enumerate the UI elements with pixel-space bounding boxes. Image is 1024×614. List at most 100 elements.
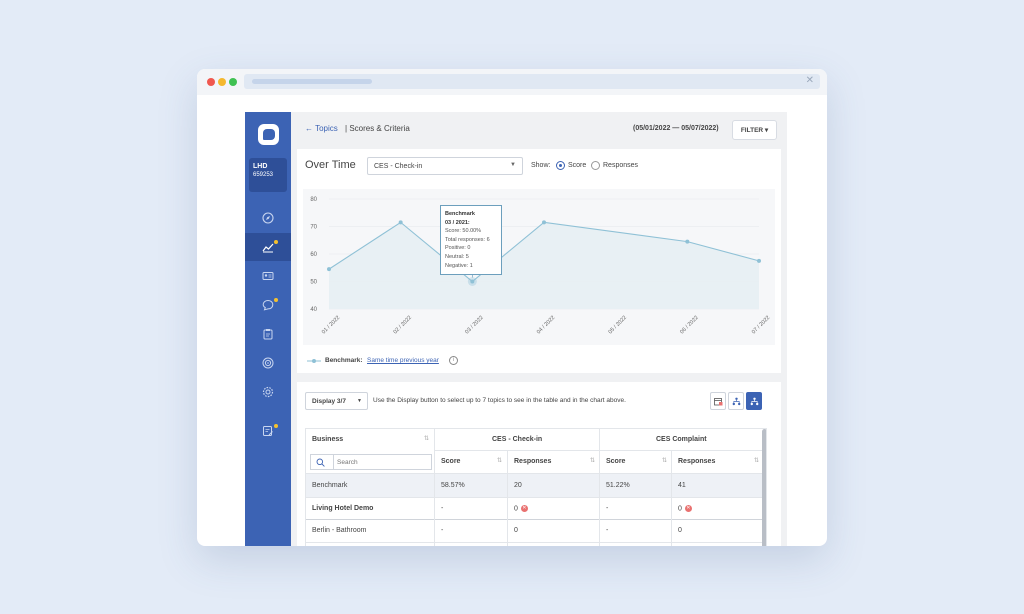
responses-header[interactable]: Responses [514,458,552,465]
notification-dot [274,240,278,244]
tooltip-line: Negative: 1 [445,262,473,269]
line-chart-svg: 80 70 60 50 40 01 / 2022 02 / 2022 03 / 2022 04 … [310,197,771,335]
hierarchy-icon [732,397,740,405]
cell-responses: 0 [678,527,682,534]
business-header[interactable]: Business [312,436,344,443]
row-name[interactable]: Living Hotel Demo [312,505,374,512]
over-time-title: Over Time [305,159,356,171]
data-point [685,239,690,244]
tooltip-line: Neutral: 5 [445,253,469,260]
gear-icon [262,386,274,398]
show-label: Show: [531,162,551,169]
maximize-window-button[interactable] [229,78,237,86]
x-tick-label: 01 / 2022 [321,315,341,335]
cell-responses-value: 0 [678,505,682,513]
nav-goals[interactable] [245,349,291,377]
nav-explore[interactable] [245,204,291,232]
divider [507,451,508,546]
search-field[interactable] [310,454,432,470]
sort-icon[interactable]: ⇅ [424,436,430,442]
sort-icon[interactable]: ⇅ [590,458,596,464]
nav-profiles[interactable] [245,262,291,290]
account-name: LHD [253,163,268,170]
table-panel: Display 3/7 ▼ Use the Display button to … [297,382,781,546]
nav-analytics[interactable] [245,233,291,261]
cell-score: - [606,505,609,512]
responses-radio[interactable] [591,161,600,170]
x-tick-label: 06 / 2022 [679,315,699,335]
topic-select[interactable]: CES - Check-in ▼ [367,157,523,175]
table-scrollbar[interactable] [762,429,766,546]
divider [434,429,435,546]
score-header[interactable]: Score [606,458,626,465]
address-bar[interactable]: ✕ [244,74,820,89]
caret-down-icon: ▼ [357,398,362,404]
display-button[interactable]: Display 3/7 ▼ [305,392,368,410]
chat-icon [262,299,274,311]
x-tick-label: 04 / 2022 [536,315,556,335]
cell-score: 51.22% [606,482,630,489]
info-icon[interactable]: i [449,356,458,365]
sort-icon[interactable]: ⇅ [662,458,668,464]
close-window-button[interactable] [207,78,215,86]
main-content: ← Topics | Scores & Criteria (05/01/2022… [291,112,787,546]
nav-settings[interactable] [245,378,291,406]
id-card-icon [262,272,274,280]
line-chart: 80 70 60 50 40 01 / 2022 02 / 2022 03 / 2022 04 … [303,189,775,345]
address-placeholder [252,79,372,84]
y-tick-label: 80 [310,197,317,203]
filter-label: FILTER [740,126,764,134]
hierarchy-view-button[interactable] [728,392,744,410]
data-point [398,220,403,225]
export-button[interactable] [710,392,726,410]
nav-tasks[interactable] [245,320,291,348]
error-icon: ✕ [684,505,692,512]
score-radio[interactable] [556,161,565,170]
data-point [757,258,761,263]
sort-icon[interactable]: ⇅ [754,458,760,464]
divider [671,451,672,546]
account-id: 659253 [253,172,274,178]
chart-tooltip: Benchmark 03 / 2021: Score: 50.00% Total… [440,205,502,275]
cell-responses-value: 0 [514,505,518,513]
score-header[interactable]: Score [441,458,461,465]
series-area [329,222,759,309]
hierarchy-view-selected-button[interactable] [746,392,762,410]
search-input[interactable] [337,457,427,467]
breadcrumb-current-label: Scores & Criteria [349,124,410,133]
error-icon: ✕ [520,505,528,512]
data-point [327,267,331,272]
display-hint: Use the Display button to select up to 7… [373,397,626,404]
sort-icon[interactable]: ⇅ [497,458,503,464]
account-card[interactable]: LHD 659253 [249,158,287,192]
sidebar: LHD 659253 [245,112,291,546]
notification-dot [274,424,278,428]
y-tick-label: 50 [310,280,317,286]
responses-header[interactable]: Responses [678,458,716,465]
y-tick-label: 70 [310,225,317,231]
cell-score: - [441,505,444,512]
chat-bubble-logo-icon [262,129,275,140]
caret-down-icon: ▼ [510,162,516,168]
row-name[interactable]: Berlin - Bathroom [312,527,367,534]
row-name: Benchmark [312,482,348,489]
search-icon [316,458,325,467]
topics-table: Business ⇅ CES - Check-in CES Complaint … [305,428,767,546]
clipboard-icon [263,329,273,340]
y-tick-label: 60 [310,252,317,258]
legend-link[interactable]: Same time previous year [367,357,439,364]
minimize-window-button[interactable] [218,78,226,86]
app-logo[interactable] [258,124,279,145]
nav-reports[interactable] [245,417,291,445]
divider [306,542,764,543]
table-row-highlight [306,473,764,497]
browser-window: ✕ LHD 659253 [197,69,827,546]
cell-score: - [441,527,444,534]
target-icon [262,357,274,369]
close-icon[interactable]: ✕ [805,75,814,86]
breadcrumb-back-link[interactable]: ← Topics [305,124,338,133]
filter-button[interactable]: FILTER ▾ [732,120,777,140]
nav-messages[interactable] [245,291,291,319]
x-tick-label: 05 / 2022 [608,315,628,335]
notification-dot [274,298,278,302]
